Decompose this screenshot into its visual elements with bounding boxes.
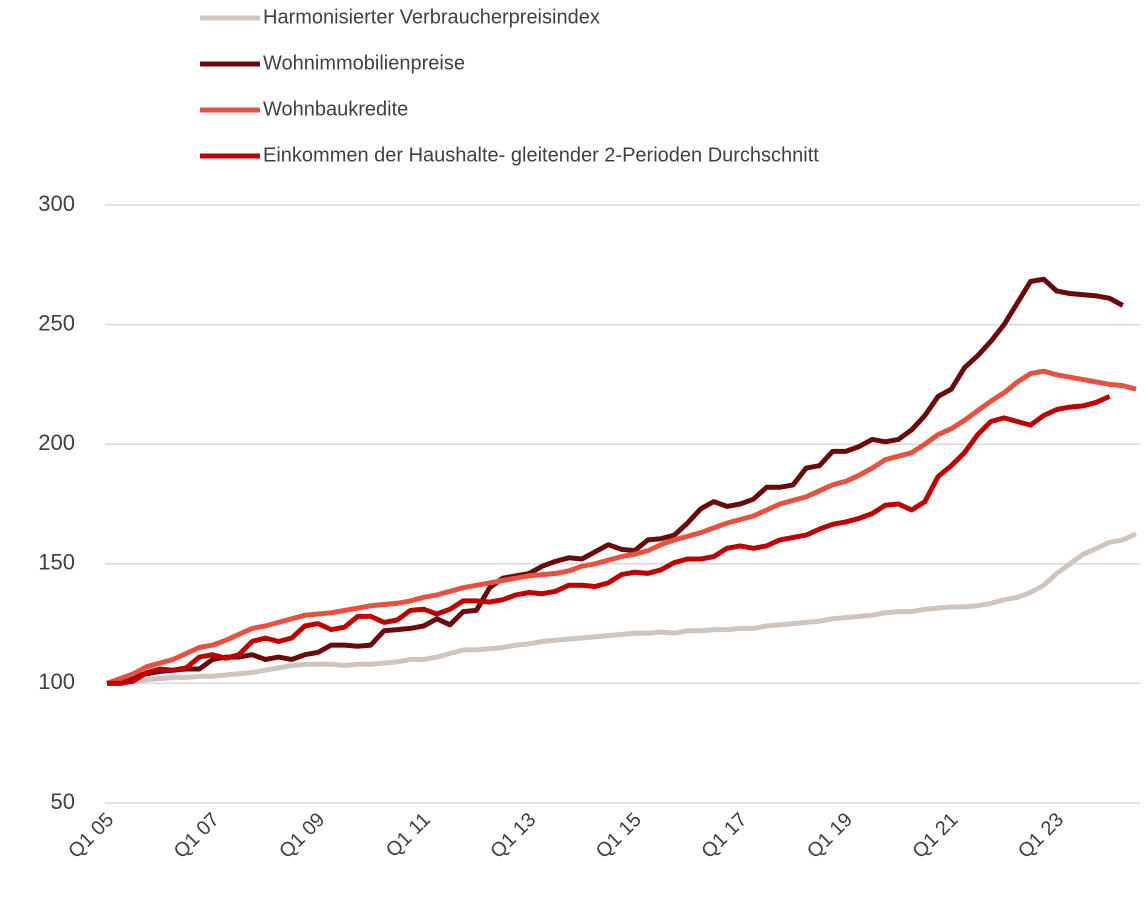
line-series (106, 276, 1124, 686)
x-tick-label: Q1 07 (170, 809, 224, 863)
x-tick-label: Q1 15 (592, 809, 646, 863)
x-tick-label: Q1 19 (803, 809, 857, 863)
x-tick-label: Q1 21 (908, 809, 962, 863)
legend-label: Wohnimmobilienpreise (263, 52, 465, 74)
y-tick-label: 250 (38, 310, 75, 335)
x-tick-label: Q1 09 (275, 809, 329, 863)
x-tick-label: Q1 13 (486, 809, 540, 863)
line-series (107, 394, 1111, 686)
line-series (106, 368, 1137, 686)
legend-label: Wohnbaukredite (263, 98, 408, 120)
y-tick-label: 50 (51, 789, 75, 814)
legend-label: Einkommen der Haushalte- gleitender 2-Pe… (263, 144, 819, 166)
x-tick-label: Q1 05 (64, 809, 118, 863)
x-tick-label: Q1 23 (1014, 809, 1068, 863)
legend-label: Harmonisierter Verbraucherpreisindex (263, 6, 600, 28)
y-tick-label: 150 (38, 550, 75, 575)
y-tick-label: 300 (38, 191, 75, 216)
x-tick-label: Q1 17 (697, 809, 751, 863)
y-tick-label: 200 (38, 430, 75, 455)
y-tick-label: 100 (38, 669, 75, 694)
x-tick-label: Q1 11 (382, 809, 435, 862)
line-series (106, 531, 1138, 686)
